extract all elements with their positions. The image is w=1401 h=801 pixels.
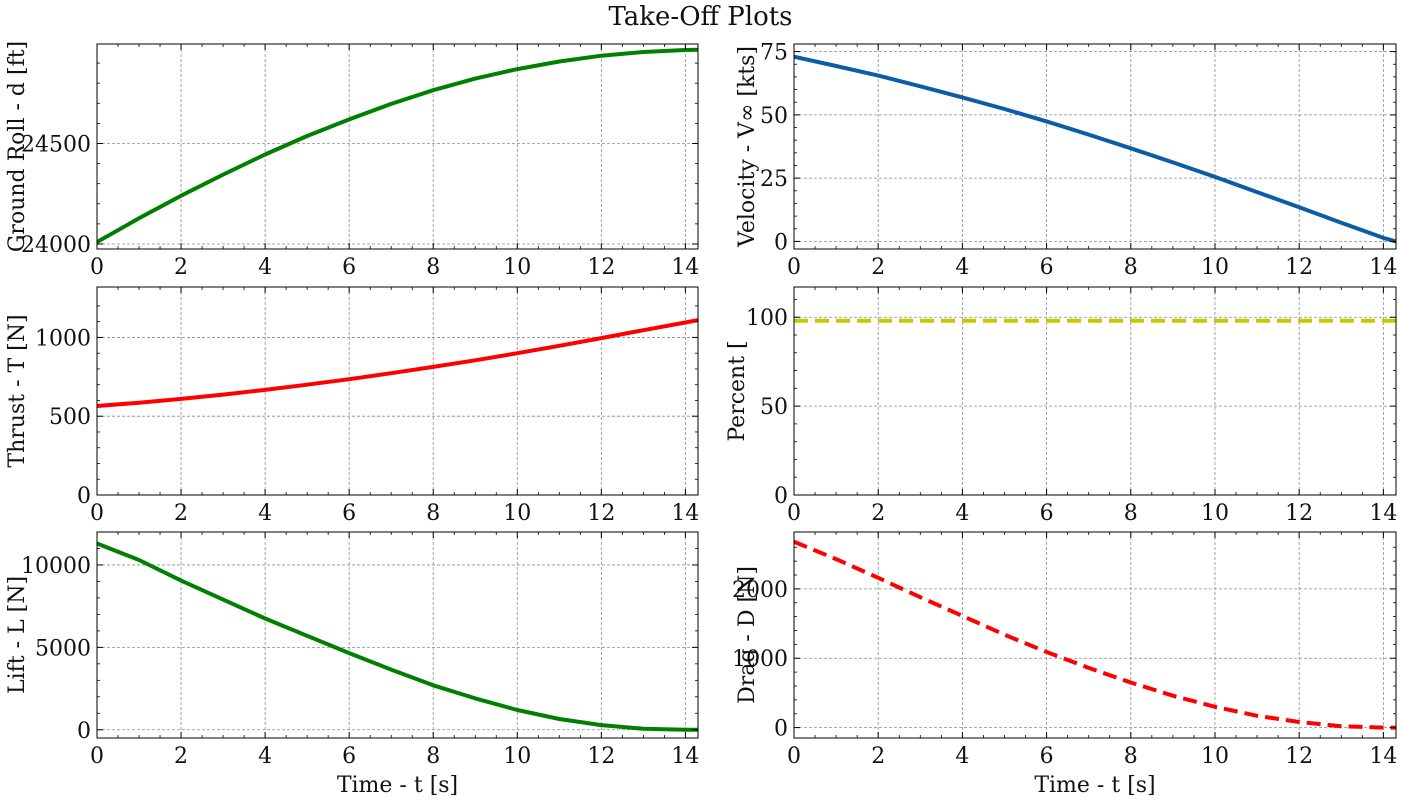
x-tick-label: 10 [1201,501,1229,526]
x-tick-label: 12 [1285,744,1313,769]
series-line [97,541,698,732]
x-tick-label: 8 [1124,501,1138,526]
x-tick-label: 8 [1124,255,1138,280]
x-tick-label: 2 [174,744,188,769]
x-tick-label: 12 [587,255,615,280]
x-axis-label: Time - t [s] [337,773,458,798]
y-tick-label: 24000 [21,233,91,258]
x-tick-label: 0 [90,255,104,280]
y-tick-label: 0 [774,230,788,255]
x-tick-label: 8 [426,501,440,526]
y-tick-label: 0 [77,484,91,509]
x-tick-label: 10 [1201,744,1229,769]
x-tick-label: 12 [1285,501,1313,526]
x-tick-label: 2 [871,501,885,526]
y-axis-label: Percent [ [725,340,750,441]
x-tick-label: 14 [1369,255,1397,280]
y-tick-label: 75 [760,41,788,66]
x-tick-label: 6 [1040,501,1054,526]
series-line [97,318,698,408]
x-tick-label: 12 [587,744,615,769]
x-tick-label: 14 [671,255,699,280]
x-tick-label: 0 [787,501,801,526]
series-line [794,54,1396,244]
x-tick-label: 2 [871,744,885,769]
x-tick-label: 0 [90,501,104,526]
y-tick-label: 0 [774,484,788,509]
y-tick-label: 1000 [35,326,91,351]
subplot-4: 0 2 4 6 8 10 12 14 0 50 100 Percent [ [725,286,1397,526]
y-tick-label: 100 [746,306,788,331]
x-tick-label: 6 [342,255,356,280]
y-tick-label: 1000 [732,647,788,672]
y-axis-label: Drag - D [N] [735,566,760,704]
axes-frame [793,286,1397,496]
x-tick-label: 2 [174,255,188,280]
x-tick-label: 10 [503,501,531,526]
x-tick-label: 8 [426,744,440,769]
x-tick-label: 6 [1040,744,1054,769]
x-tick-label: 0 [787,255,801,280]
series-line [794,539,1396,730]
x-tick-label: 4 [955,744,969,769]
axes-frame [96,531,699,739]
x-tick-label: 14 [671,501,699,526]
series-line [97,47,698,244]
y-tick-label: 50 [760,395,788,420]
x-tick-label: 8 [1124,744,1138,769]
x-tick-label: 2 [871,255,885,280]
x-tick-label: 6 [342,744,356,769]
y-axis-label: Velocity - V∞ [kts] [735,46,760,248]
y-axis-label: Ground Roll - d [ft] [5,41,30,252]
y-tick-label: 10000 [21,554,91,579]
y-tick-label: 2000 [732,578,788,603]
x-tick-label: 4 [955,501,969,526]
x-tick-label: 14 [671,744,699,769]
x-tick-label: 4 [955,255,969,280]
axes-frame [793,43,1397,250]
x-tick-label: 0 [787,744,801,769]
figure-title: Take-Off Plots [608,2,793,32]
x-tick-label: 0 [90,744,104,769]
x-tick-label: 12 [587,501,615,526]
x-tick-label: 14 [1369,501,1397,526]
axes-frame [96,286,699,496]
x-tick-label: 12 [1285,255,1313,280]
x-tick-label: 10 [503,744,531,769]
x-tick-label: 6 [342,501,356,526]
y-tick-label: 500 [49,405,91,430]
x-tick-label: 4 [258,501,272,526]
y-tick-label: 0 [774,717,788,742]
y-tick-label: 50 [760,104,788,129]
y-tick-label: 5000 [35,636,91,661]
y-tick-label: 0 [77,719,91,744]
x-tick-label: 10 [503,255,531,280]
x-tick-label: 10 [1201,255,1229,280]
axes-frame [793,531,1397,739]
x-tick-label: 4 [258,744,272,769]
x-tick-label: 8 [426,255,440,280]
x-tick-label: 6 [1040,255,1054,280]
x-tick-label: 14 [1369,744,1397,769]
x-tick-label: 4 [258,255,272,280]
x-tick-label: 2 [174,501,188,526]
y-tick-label: 24500 [21,132,91,157]
x-axis-label: Time - t [s] [1034,773,1155,798]
y-axis-label: Lift - L [N] [5,576,30,694]
y-axis-label: Thrust - T [N] [5,314,30,467]
y-tick-label: 25 [760,167,788,192]
axes-frame [96,43,699,250]
